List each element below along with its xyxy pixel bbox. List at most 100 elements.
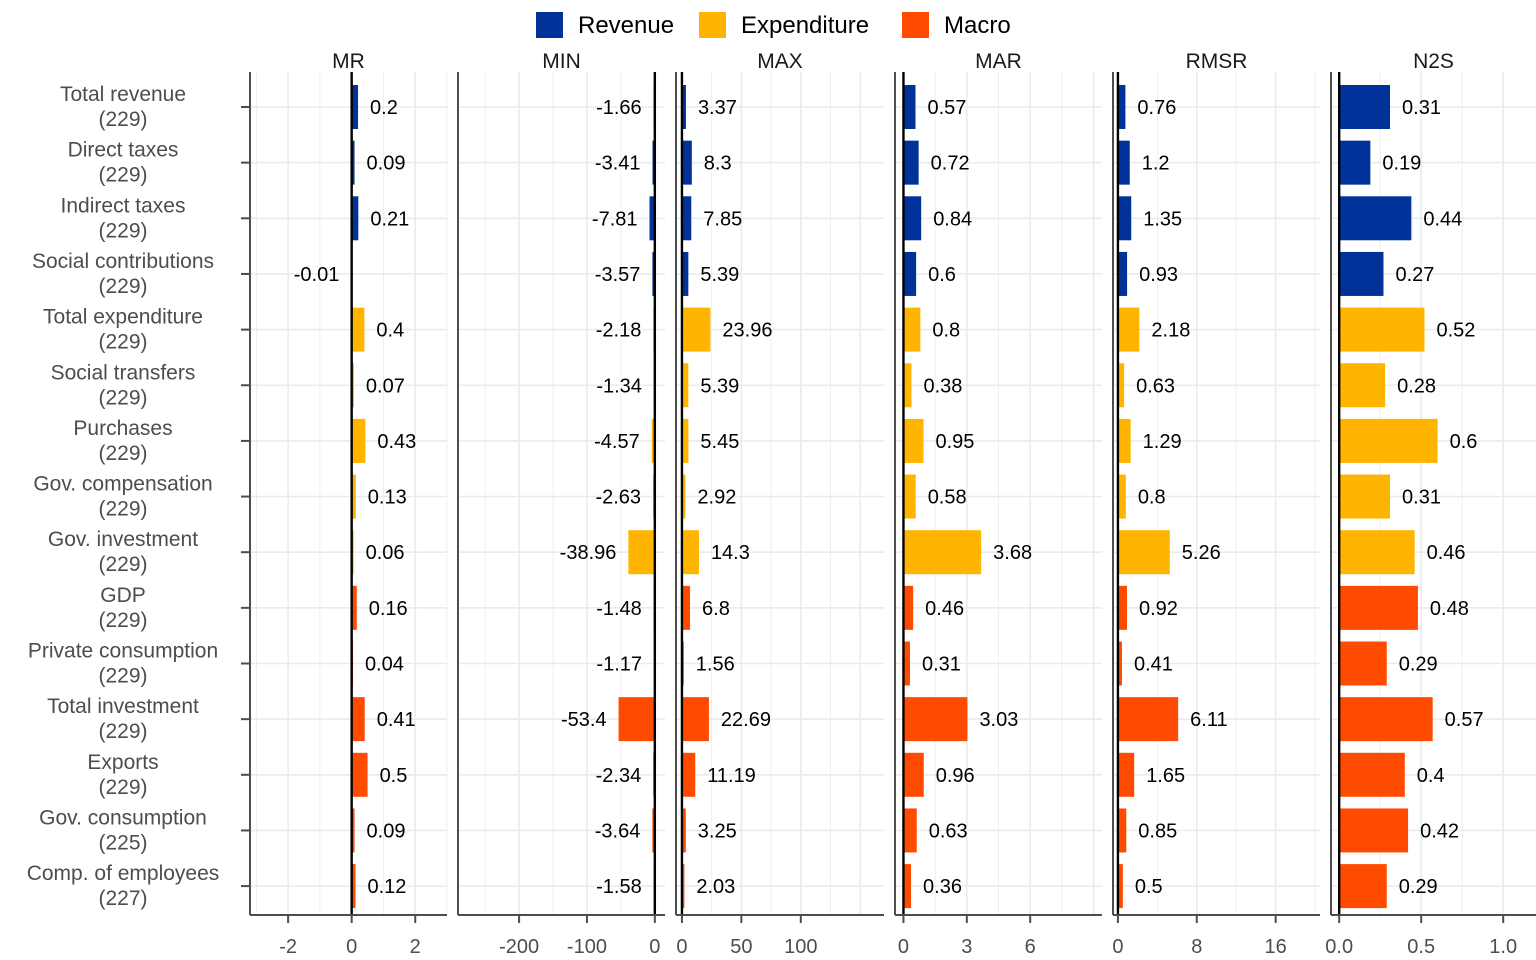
value-label: 0.92 bbox=[1139, 598, 1178, 620]
bar bbox=[351, 752, 368, 797]
value-label: 3.03 bbox=[979, 709, 1018, 731]
value-label: 6.11 bbox=[1190, 709, 1227, 731]
value-label: -1.17 bbox=[596, 654, 642, 676]
value-label: 5.39 bbox=[700, 375, 739, 397]
facet-title: MR bbox=[332, 50, 365, 73]
bar bbox=[1339, 251, 1384, 296]
category-count-label: (229) bbox=[98, 386, 147, 409]
value-label: -1.58 bbox=[596, 876, 642, 898]
category-label: GDP bbox=[100, 584, 146, 607]
bar bbox=[618, 697, 655, 742]
category-label: Gov. investment bbox=[48, 528, 198, 551]
x-tick-label: -100 bbox=[567, 936, 607, 958]
category-count-label: (229) bbox=[98, 665, 147, 688]
bar bbox=[1339, 530, 1415, 575]
category-count-label: (229) bbox=[98, 164, 147, 187]
x-tick-label: 2 bbox=[410, 936, 421, 958]
value-label: 0.57 bbox=[927, 97, 966, 119]
facet-mar: MAR 0.57 0.72 0.84 0.6 0.8 0.38 0.95 0.58 3.68 0.4… bbox=[894, 50, 1102, 958]
value-label: 0.52 bbox=[1436, 320, 1475, 342]
bar bbox=[681, 85, 686, 129]
bar bbox=[681, 196, 692, 241]
bar bbox=[1117, 196, 1132, 241]
category-count-label: (229) bbox=[98, 219, 147, 242]
bar bbox=[1339, 864, 1387, 909]
bar bbox=[1117, 418, 1131, 463]
value-label: 0.27 bbox=[1395, 264, 1434, 286]
bar bbox=[351, 474, 356, 519]
legend-swatch-macro bbox=[902, 12, 929, 38]
bar bbox=[652, 808, 655, 853]
bar bbox=[351, 585, 357, 630]
x-tick-label: 100 bbox=[784, 936, 817, 958]
value-label: 0.16 bbox=[369, 598, 408, 620]
bar bbox=[1117, 474, 1126, 519]
bar bbox=[681, 474, 686, 519]
category-label: Total expenditure bbox=[43, 306, 203, 329]
bar bbox=[903, 85, 916, 129]
value-label: 0.21 bbox=[370, 208, 409, 230]
bar bbox=[1339, 474, 1391, 519]
x-tick-label: 16 bbox=[1265, 936, 1287, 958]
bar bbox=[628, 530, 655, 575]
value-label: -2.18 bbox=[596, 320, 642, 342]
x-tick-label: 3 bbox=[961, 936, 972, 958]
value-label: 6.8 bbox=[702, 598, 730, 620]
x-tick-label: 0.0 bbox=[1325, 936, 1353, 958]
bar bbox=[903, 251, 917, 296]
value-label: 0.76 bbox=[1137, 97, 1176, 119]
value-label: -3.57 bbox=[595, 264, 641, 286]
x-tick-label: 0 bbox=[1112, 936, 1123, 958]
value-label: 1.2 bbox=[1142, 153, 1170, 175]
bar bbox=[681, 752, 696, 797]
bar bbox=[1117, 752, 1135, 797]
bar bbox=[1339, 307, 1425, 352]
value-label: -2.63 bbox=[595, 487, 641, 509]
value-label: 0.95 bbox=[936, 431, 975, 453]
value-label: 0.96 bbox=[936, 765, 975, 787]
bar bbox=[351, 864, 356, 909]
value-label: 0.6 bbox=[928, 264, 956, 286]
category-labels: Total revenue(229)Direct taxes(229)Indir… bbox=[27, 83, 220, 910]
x-tick-label: 0 bbox=[676, 936, 687, 958]
facet-min: MIN -1.66 -3.41 -7.81 -3.57 -2.18 -1.34 -4.57 -2… bbox=[457, 50, 665, 958]
facets: MR0.20.090.21-0.010.40.070.430.130.060.1… bbox=[241, 50, 1536, 958]
legend: Revenue Expenditure Macro bbox=[536, 12, 1011, 39]
value-label: 0.31 bbox=[1402, 487, 1441, 509]
value-label: 0.58 bbox=[928, 487, 967, 509]
bar bbox=[903, 196, 922, 241]
value-label: 0.5 bbox=[1135, 876, 1163, 898]
bar bbox=[1117, 363, 1125, 408]
category-label: Indirect taxes bbox=[61, 194, 186, 217]
category-label: Total revenue bbox=[60, 83, 186, 106]
value-label: 14.3 bbox=[711, 542, 750, 564]
value-label: 22.69 bbox=[721, 709, 771, 731]
bar bbox=[681, 418, 689, 463]
category-count-label: (229) bbox=[98, 776, 147, 799]
bar bbox=[903, 418, 924, 463]
category-label: Social transfers bbox=[51, 361, 196, 384]
bar bbox=[1117, 251, 1128, 296]
bar bbox=[681, 530, 699, 575]
category-label: Direct taxes bbox=[68, 139, 179, 162]
value-label: 1.29 bbox=[1143, 431, 1182, 453]
value-label: 0.09 bbox=[367, 820, 406, 842]
bar bbox=[681, 585, 691, 630]
category-count-label: (229) bbox=[98, 442, 147, 465]
bar bbox=[1117, 641, 1122, 686]
category-count-label: (227) bbox=[98, 887, 147, 910]
value-label: -7.81 bbox=[592, 208, 638, 230]
x-tick-label: 1.0 bbox=[1489, 936, 1517, 958]
value-label: 0.44 bbox=[1423, 208, 1462, 230]
bar bbox=[1117, 307, 1140, 352]
value-label: -53.4 bbox=[561, 709, 607, 731]
category-label: Private consumption bbox=[28, 640, 218, 663]
bar bbox=[1117, 140, 1130, 185]
value-label: 0.63 bbox=[1136, 375, 1175, 397]
legend-label-expenditure: Expenditure bbox=[741, 12, 869, 39]
facet-n2s: N2S 0.31 0.19 0.44 0.27 0.52 0.28 0.6 0.31 0.46 0.… bbox=[1325, 50, 1536, 958]
value-label: 0.85 bbox=[1138, 820, 1177, 842]
legend-label-macro: Macro bbox=[944, 12, 1011, 39]
value-label: 0.46 bbox=[925, 598, 964, 620]
value-label: 5.45 bbox=[700, 431, 739, 453]
